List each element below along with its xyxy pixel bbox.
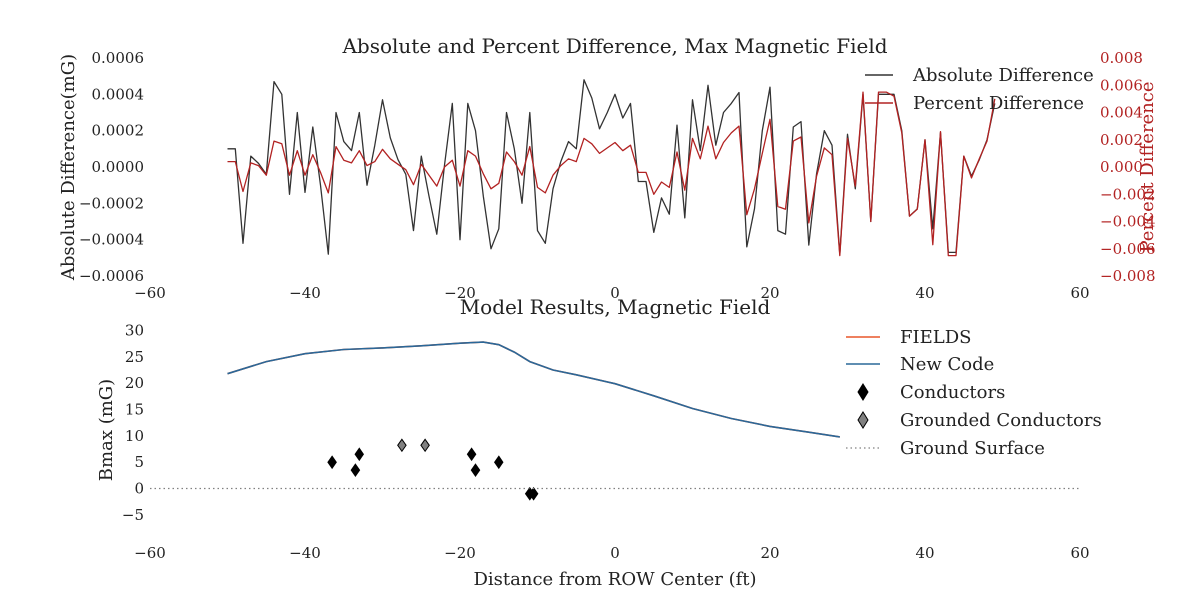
bottom-legend: FIELDS New Code Conductors Grounded Cond… xyxy=(846,327,1102,459)
top-x-tick-label: 60 xyxy=(1070,284,1089,302)
bottom-y-tick-labels: 30 25 20 15 10 5 0 −5 xyxy=(122,322,144,524)
bottom-y-tick-label: 0 xyxy=(134,480,144,498)
bottom-series xyxy=(150,341,1080,501)
series-line-percent-difference xyxy=(227,91,996,257)
bottom-chart-title: Model Results, Magnetic Field xyxy=(460,295,771,319)
conductors-marker xyxy=(354,447,365,462)
bottom-x-tick-label: 60 xyxy=(1070,544,1089,562)
legend-swatch-grounded-conductors xyxy=(857,411,869,429)
bottom-x-tick-label: −20 xyxy=(444,544,476,562)
top-y2-tick-label: −0.008 xyxy=(1100,267,1156,285)
conductors-marker xyxy=(466,447,477,462)
conductors-marker xyxy=(470,463,481,477)
legend-swatch-conductors xyxy=(857,383,869,401)
top-y-tick-labels: 0.0006 0.0004 0.0002 0.0000 −0.0002 −0.0004 −0… xyxy=(79,49,144,285)
conductors-marker xyxy=(493,455,504,470)
top-y2-tick-label: 0.000 xyxy=(1100,158,1143,176)
top-x-tick-label: 20 xyxy=(760,284,779,302)
top-y2label: Percent Difference xyxy=(1137,81,1158,252)
legend-label-new-code: New Code xyxy=(900,354,994,375)
bottom-subplot: Model Results, Magnetic Field Bmax (mG) … xyxy=(96,295,1102,590)
top-legend: Absolute Difference Percent Difference xyxy=(865,65,1094,114)
top-y2-tick-label: −0.006 xyxy=(1100,240,1156,258)
top-chart-title: Absolute and Percent Difference, Max Mag… xyxy=(341,34,887,58)
top-y2-tick-label: 0.002 xyxy=(1100,131,1143,149)
bottom-y-tick-label: −5 xyxy=(122,506,144,524)
bottom-y-tick-label: 30 xyxy=(125,322,144,340)
top-y-tick-label: 0.0006 xyxy=(92,49,145,67)
bottom-x-tick-label: 40 xyxy=(915,544,934,562)
top-y2-tick-label: 0.004 xyxy=(1100,104,1143,122)
top-x-tick-labels: −60 −40 −20 0 20 40 60 xyxy=(134,284,1089,302)
legend-label-absolute-difference: Absolute Difference xyxy=(912,65,1094,86)
top-y2-tick-label: 0.006 xyxy=(1100,76,1143,94)
top-x-tick-label: −40 xyxy=(289,284,321,302)
grounded-conductors-marker xyxy=(420,438,430,453)
top-subplot: Absolute and Percent Difference, Max Mag… xyxy=(58,34,1158,302)
legend-label-conductors: Conductors xyxy=(900,382,1005,403)
top-x-tick-label: 40 xyxy=(915,284,934,302)
top-y-tick-label: −0.0002 xyxy=(79,194,144,212)
series-line-new-code xyxy=(227,341,840,438)
top-y-tick-label: 0.0004 xyxy=(92,85,145,103)
top-y-tick-label: −0.0004 xyxy=(79,231,144,249)
legend-label-ground-surface: Ground Surface xyxy=(900,438,1045,459)
top-y2-tick-label: −0.004 xyxy=(1100,213,1156,231)
bottom-ylabel: Bmax (mG) xyxy=(96,379,117,481)
bottom-x-tick-labels: −60 −40 −20 0 20 40 60 xyxy=(134,544,1089,562)
bottom-y-tick-label: 25 xyxy=(125,348,144,366)
bottom-x-tick-label: 20 xyxy=(760,544,779,562)
top-x-tick-label: −60 xyxy=(134,284,166,302)
top-y2-tick-labels: 0.008 0.006 0.004 0.002 0.000 −0.002 −0.004 −0.… xyxy=(1100,49,1156,285)
top-series-lines xyxy=(227,79,996,257)
series-line-absolute-difference xyxy=(227,79,996,255)
conductors-marker xyxy=(350,463,361,477)
top-ylabel: Absolute Difference(mG) xyxy=(58,54,79,281)
grounded-conductors-marker xyxy=(397,438,407,453)
bottom-y-tick-label: 5 xyxy=(134,453,144,471)
top-y-tick-label: 0.0000 xyxy=(92,158,145,176)
bottom-y-tick-label: 20 xyxy=(125,374,144,392)
top-x-tick-label: 0 xyxy=(610,284,620,302)
bottom-x-tick-label: −60 xyxy=(134,544,166,562)
bottom-y-tick-label: 10 xyxy=(125,427,144,445)
top-y-tick-label: 0.0002 xyxy=(92,122,145,140)
top-y2-tick-label: 0.008 xyxy=(1100,49,1143,67)
top-x-tick-label: −20 xyxy=(444,284,476,302)
conductors-marker xyxy=(327,455,337,470)
bottom-y-tick-label: 15 xyxy=(125,401,144,419)
bottom-xlabel: Distance from ROW Center (ft) xyxy=(473,569,756,590)
legend-label-grounded-conductors: Grounded Conductors xyxy=(900,410,1102,431)
bottom-x-tick-label: 0 xyxy=(610,544,620,562)
top-y2-tick-label: −0.002 xyxy=(1100,185,1156,203)
conductors-marker xyxy=(528,486,539,501)
legend-label-percent-difference: Percent Difference xyxy=(913,93,1084,114)
top-y-tick-label: −0.0006 xyxy=(79,267,144,285)
legend-label-fields: FIELDS xyxy=(900,327,971,348)
bottom-x-tick-label: −40 xyxy=(289,544,321,562)
